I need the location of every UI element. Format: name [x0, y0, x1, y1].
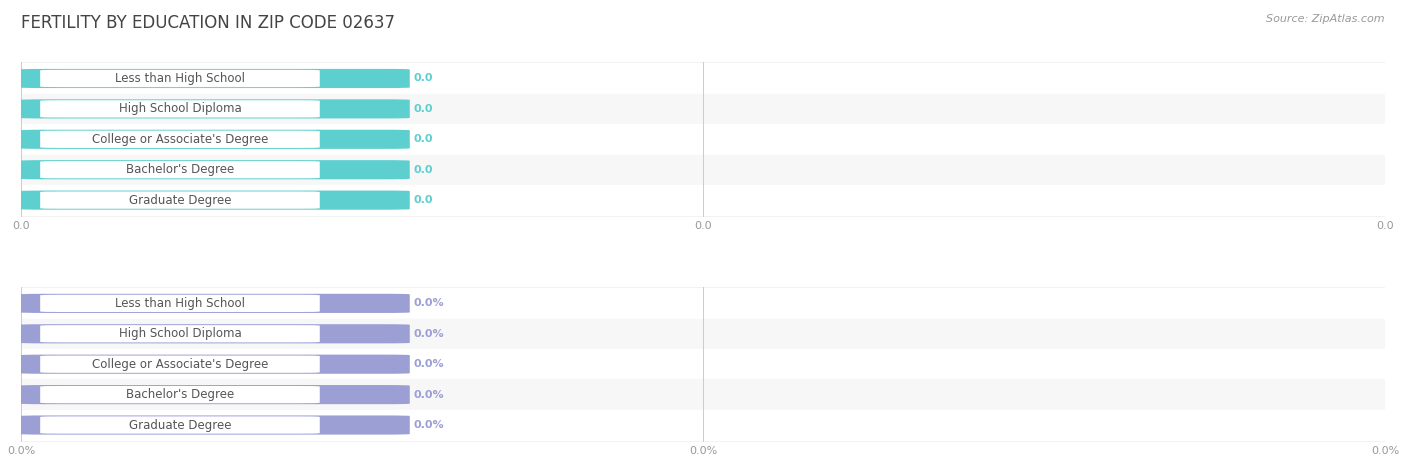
- Bar: [21, 124, 1385, 154]
- Text: 0.0: 0.0: [413, 165, 433, 175]
- Text: Source: ZipAtlas.com: Source: ZipAtlas.com: [1267, 14, 1385, 24]
- Bar: [21, 94, 1385, 124]
- Text: College or Associate's Degree: College or Associate's Degree: [91, 358, 269, 370]
- Text: 0.0%: 0.0%: [413, 359, 444, 369]
- FancyBboxPatch shape: [41, 191, 319, 209]
- FancyBboxPatch shape: [41, 295, 319, 312]
- FancyBboxPatch shape: [41, 70, 319, 87]
- FancyBboxPatch shape: [41, 161, 319, 178]
- Text: 0.0%: 0.0%: [413, 420, 444, 430]
- FancyBboxPatch shape: [20, 416, 409, 435]
- Text: 0.0%: 0.0%: [413, 390, 444, 399]
- FancyBboxPatch shape: [20, 130, 409, 149]
- FancyBboxPatch shape: [41, 131, 319, 148]
- Text: 0.0%: 0.0%: [413, 329, 444, 339]
- FancyBboxPatch shape: [41, 325, 319, 342]
- FancyBboxPatch shape: [20, 294, 409, 313]
- Text: 0.0: 0.0: [413, 104, 433, 114]
- FancyBboxPatch shape: [20, 385, 409, 404]
- Text: Graduate Degree: Graduate Degree: [129, 194, 231, 207]
- FancyBboxPatch shape: [41, 417, 319, 434]
- Text: Less than High School: Less than High School: [115, 297, 245, 310]
- Text: College or Associate's Degree: College or Associate's Degree: [91, 133, 269, 146]
- Text: 0.0%: 0.0%: [413, 298, 444, 308]
- FancyBboxPatch shape: [41, 386, 319, 403]
- FancyBboxPatch shape: [20, 160, 409, 179]
- Bar: [21, 185, 1385, 215]
- Text: 0.0: 0.0: [413, 74, 433, 84]
- Bar: [21, 380, 1385, 410]
- Text: Bachelor's Degree: Bachelor's Degree: [127, 388, 235, 401]
- FancyBboxPatch shape: [20, 99, 409, 118]
- FancyBboxPatch shape: [41, 100, 319, 117]
- Bar: [21, 154, 1385, 185]
- Text: 0.0: 0.0: [413, 134, 433, 144]
- FancyBboxPatch shape: [20, 69, 409, 88]
- Bar: [21, 63, 1385, 94]
- FancyBboxPatch shape: [41, 356, 319, 373]
- Bar: [21, 410, 1385, 440]
- Text: High School Diploma: High School Diploma: [118, 327, 242, 340]
- Text: 0.0: 0.0: [413, 195, 433, 205]
- Bar: [21, 319, 1385, 349]
- Text: Bachelor's Degree: Bachelor's Degree: [127, 163, 235, 176]
- Text: FERTILITY BY EDUCATION IN ZIP CODE 02637: FERTILITY BY EDUCATION IN ZIP CODE 02637: [21, 14, 395, 32]
- FancyBboxPatch shape: [20, 324, 409, 343]
- FancyBboxPatch shape: [20, 190, 409, 209]
- Bar: [21, 349, 1385, 380]
- Text: Less than High School: Less than High School: [115, 72, 245, 85]
- FancyBboxPatch shape: [20, 355, 409, 374]
- Text: Graduate Degree: Graduate Degree: [129, 418, 231, 431]
- Text: High School Diploma: High School Diploma: [118, 103, 242, 115]
- Bar: [21, 288, 1385, 319]
